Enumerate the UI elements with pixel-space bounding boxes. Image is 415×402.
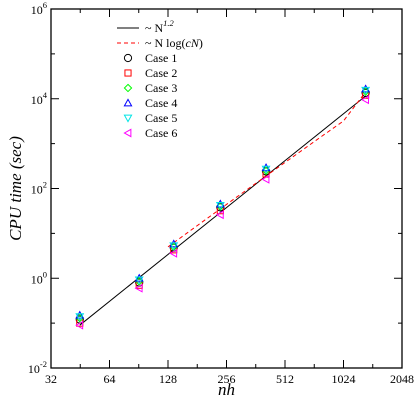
series-1-point — [261, 167, 271, 176]
legend-marker-6 — [123, 128, 132, 138]
series-4-point — [134, 273, 144, 282]
series-6-point — [361, 95, 370, 105]
legend-marker-1 — [123, 53, 133, 63]
legend-label-case-3: Case 3 — [145, 81, 177, 95]
series-4-point — [361, 84, 371, 93]
legend-marker-4 — [123, 98, 133, 107]
series-3-point — [134, 277, 144, 286]
plot-area-border — [50, 8, 403, 369]
series-4-point — [215, 199, 225, 208]
legend-marker-5 — [123, 114, 133, 123]
legend-label-case-6: Case 6 — [145, 126, 177, 140]
data-points — [75, 84, 371, 330]
series-1-point — [361, 88, 370, 98]
legend-label-fit-1: ~ N1.2 — [145, 18, 175, 35]
series-6-point — [169, 248, 178, 258]
y-tick-label: 106 — [31, 0, 47, 17]
series-6-point — [215, 210, 224, 220]
legend-marker-2 — [124, 69, 132, 77]
y-tick-label: 100 — [31, 269, 47, 286]
x-tick-label: 2048 — [390, 372, 414, 386]
series-5-point — [361, 86, 371, 95]
legend-label-case-1: Case 1 — [145, 51, 177, 65]
legend-label-case-5: Case 5 — [145, 111, 177, 125]
x-axis-title: nh — [218, 380, 235, 399]
axis-ticks: 32 64 128 256 512 1024 2048 10-2 100 102 104 106 — [28, 0, 414, 386]
legend-label-fit-2: ~ N log(cN) — [145, 36, 203, 50]
series-6-point — [134, 283, 143, 293]
legend-label-case-4: Case 4 — [145, 96, 177, 110]
series-4-point — [75, 310, 85, 319]
y-tick-label: 104 — [31, 90, 48, 107]
y-tick-label: 10-2 — [28, 359, 47, 376]
y-axis-title: CPU time (sec) — [6, 136, 25, 241]
y-tick-label: 102 — [31, 180, 47, 197]
series-5-point — [75, 313, 85, 322]
series-6-point — [261, 174, 270, 184]
series-5-point — [134, 276, 144, 285]
series-5-point — [215, 202, 225, 211]
series-6-point — [75, 320, 84, 330]
x-tick-label: 1024 — [332, 372, 356, 386]
x-tick-label: 128 — [159, 372, 177, 386]
fit-lines — [79, 91, 367, 326]
x-tick-label: 64 — [104, 372, 116, 386]
legend-label-case-2: Case 2 — [145, 66, 177, 80]
series-5-point — [261, 165, 271, 174]
plot-frame — [50, 8, 403, 369]
x-tick-label: 512 — [276, 372, 294, 386]
x-tick-label: 256 — [218, 372, 236, 386]
series-4-point — [261, 163, 271, 172]
series-4-point — [169, 239, 179, 248]
series-5-point — [169, 242, 179, 251]
fit-line-2 — [167, 91, 367, 248]
x-tick-label: 32 — [45, 372, 57, 386]
legend-marker-3 — [123, 83, 133, 93]
